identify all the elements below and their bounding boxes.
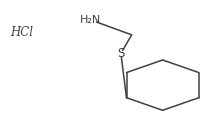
Text: S: S: [117, 47, 125, 60]
Text: HCl: HCl: [10, 26, 33, 39]
Text: H₂N: H₂N: [80, 15, 102, 25]
